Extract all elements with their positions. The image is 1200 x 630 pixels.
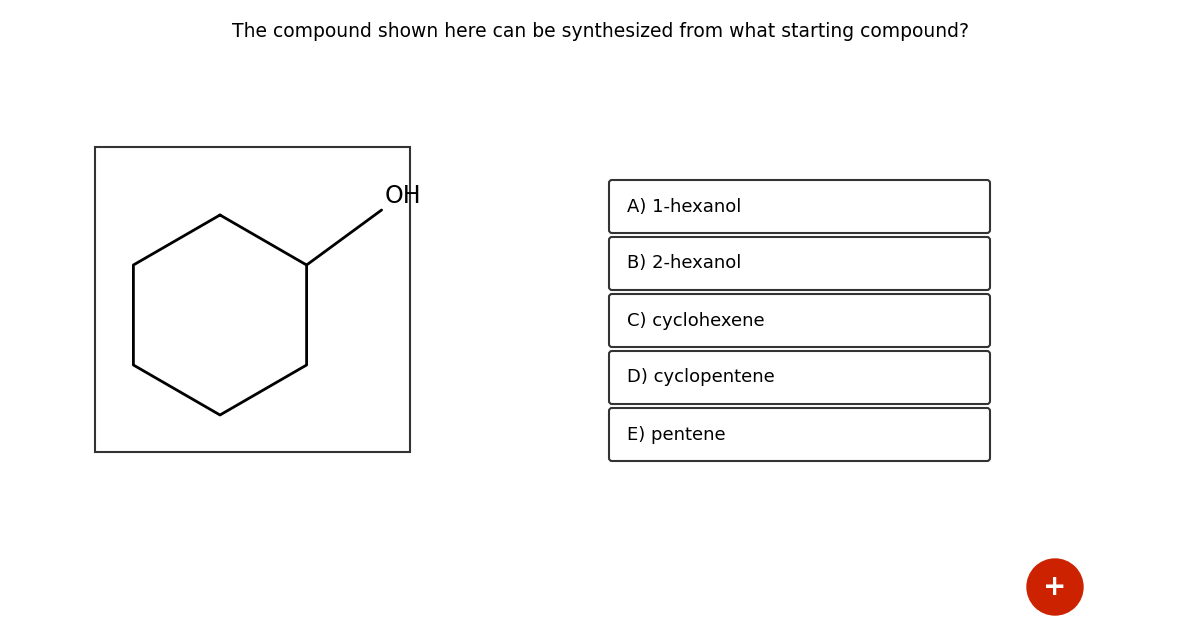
Text: E) pentene: E) pentene bbox=[628, 425, 726, 444]
Text: A) 1-hexanol: A) 1-hexanol bbox=[628, 197, 742, 215]
Text: OH: OH bbox=[385, 184, 421, 208]
Text: C) cyclohexene: C) cyclohexene bbox=[628, 311, 764, 329]
Bar bbox=[95, 147, 410, 452]
FancyBboxPatch shape bbox=[610, 294, 990, 347]
Text: B) 2-hexanol: B) 2-hexanol bbox=[628, 255, 742, 273]
FancyBboxPatch shape bbox=[610, 408, 990, 461]
FancyBboxPatch shape bbox=[610, 180, 990, 233]
Text: D) cyclopentene: D) cyclopentene bbox=[628, 369, 775, 386]
Circle shape bbox=[1027, 559, 1084, 615]
FancyBboxPatch shape bbox=[610, 351, 990, 404]
Text: The compound shown here can be synthesized from what starting compound?: The compound shown here can be synthesiz… bbox=[232, 22, 968, 41]
Text: +: + bbox=[1043, 573, 1067, 601]
FancyBboxPatch shape bbox=[610, 237, 990, 290]
